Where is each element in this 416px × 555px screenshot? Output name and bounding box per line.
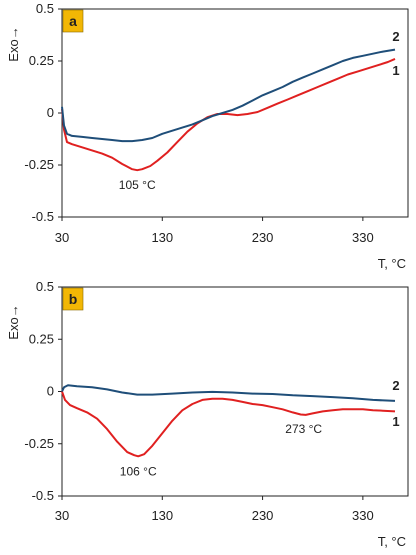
series-2-line <box>61 48 396 143</box>
x-tick-label: 230 <box>252 508 274 523</box>
x-tick-label: 330 <box>352 508 374 523</box>
y-axis-title: Exo→ <box>6 26 21 61</box>
y-tick-label: -0.25 <box>24 436 54 451</box>
panel-b: -0.5 -0.25 0 0.25 0.5 30 130 230 330 Exo→ T, °C 1 2 1… <box>6 279 409 549</box>
x-tick-label: 30 <box>55 230 69 245</box>
series-1-label: 1 <box>392 63 399 78</box>
series-1-line <box>61 391 396 458</box>
x-tick-label: 230 <box>252 230 274 245</box>
panel-letter: a <box>69 13 77 29</box>
y-tick-label: 0 <box>47 105 54 120</box>
series-2-line <box>61 384 396 402</box>
y-tick-label: 0 <box>47 384 54 399</box>
y-tick-label: 0.5 <box>36 1 54 16</box>
y-axis-title: Exo→ <box>6 304 21 339</box>
panel-badge <box>62 287 84 311</box>
x-tick-label: 130 <box>151 230 173 245</box>
x-tick-label: 30 <box>55 508 69 523</box>
y-tick-label: -0.5 <box>32 209 54 224</box>
y-tick-label: -0.25 <box>24 157 54 172</box>
peak-annotation: 273 °C <box>285 422 322 436</box>
series-2-label: 2 <box>392 29 399 44</box>
series-1-label: 1 <box>392 414 399 429</box>
series-2-label: 2 <box>392 378 399 393</box>
x-tick-label: 330 <box>352 230 374 245</box>
peak-annotation: 105 °C <box>119 178 156 192</box>
panel-letter: b <box>69 291 78 307</box>
y-tick-label: 0.5 <box>36 279 54 294</box>
y-tick-label: 0.25 <box>29 53 54 68</box>
panel-badge <box>62 9 84 33</box>
x-tick-label: 130 <box>151 508 173 523</box>
x-axis-title: T, °C <box>378 534 406 549</box>
panel-a: -0.5 -0.25 0 0.25 0.5 30 130 230 330 Exo→ T, °C 1 2 1… <box>6 1 409 271</box>
series-1-line <box>61 57 396 172</box>
peak-annotation: 106 °C <box>120 464 157 478</box>
y-tick-label: 0.25 <box>29 331 54 346</box>
plot-frame <box>61 8 409 218</box>
x-axis-title: T, °C <box>378 256 406 271</box>
y-tick-label: -0.5 <box>32 488 54 503</box>
